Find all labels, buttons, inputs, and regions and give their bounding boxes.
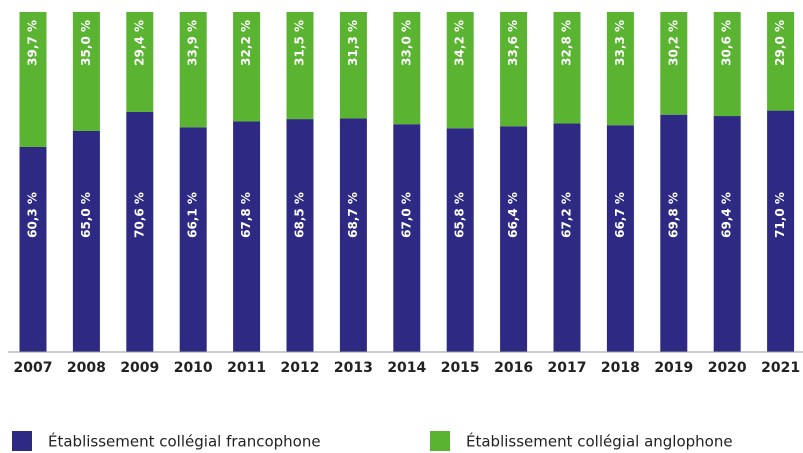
bar-segment (179, 12, 207, 128)
bar-segment (713, 116, 741, 352)
bar-segment (660, 114, 688, 353)
bar-segment (126, 12, 154, 112)
x-tick-label: 2020 (708, 360, 747, 376)
x-tick-label: 2011 (227, 360, 266, 376)
x-tick-label: 2007 (14, 360, 53, 376)
bar-segment (233, 121, 261, 352)
value-label: 60,3 % (26, 192, 40, 238)
value-label: 65,0 % (79, 192, 93, 238)
bar-segment (72, 12, 100, 131)
bar-segment (126, 111, 154, 353)
bar-segment (393, 12, 421, 125)
bar-segment (767, 12, 795, 111)
value-label: 66,1 % (186, 192, 200, 238)
x-tick-label: 2009 (120, 360, 159, 376)
x-tick-label: 2014 (387, 360, 426, 376)
bar-segment (446, 12, 474, 129)
value-label: 29,4 % (132, 20, 146, 66)
x-tick-label: 2017 (548, 360, 587, 376)
x-tick-label: 2013 (334, 360, 373, 376)
x-tick-label: 2010 (174, 360, 213, 376)
value-label: 33,0 % (399, 20, 413, 66)
x-tick-label: 2016 (494, 360, 533, 376)
value-label: 30,2 % (666, 20, 680, 66)
bar-segment (500, 12, 528, 127)
bar-segment (286, 12, 314, 120)
value-label: 32,8 % (560, 20, 574, 66)
value-label: 67,2 % (560, 192, 574, 238)
value-label: 69,8 % (666, 192, 680, 238)
bar-segment (19, 12, 47, 147)
value-label: 70,6 % (132, 192, 146, 238)
bar-segment (553, 12, 581, 124)
value-label: 31,5 % (293, 20, 307, 66)
value-label: 66,7 % (613, 192, 627, 238)
bar-segment (446, 128, 474, 352)
value-label: 71,0 % (773, 192, 787, 238)
value-label: 68,7 % (346, 192, 360, 238)
bar-segment (553, 123, 581, 353)
x-tick-label: 2012 (281, 360, 320, 376)
bar-segment (19, 146, 47, 352)
value-label: 32,2 % (239, 20, 253, 66)
x-tick-label: 2008 (67, 360, 106, 376)
value-label: 68,5 % (293, 192, 307, 238)
value-label: 67,0 % (399, 192, 413, 238)
bar-segment (500, 126, 528, 353)
bar-segment (606, 125, 634, 352)
bar-segment (393, 124, 421, 352)
bar-segment (660, 12, 688, 115)
bar-segment (339, 118, 367, 352)
bar-segment (339, 12, 367, 119)
bar-segment (713, 12, 741, 117)
bar-segment (179, 127, 207, 352)
x-tick-label: 2021 (761, 360, 800, 376)
value-label: 65,8 % (453, 192, 467, 238)
legend-swatch (12, 431, 32, 451)
x-tick-label: 2015 (441, 360, 480, 376)
bar-segment (72, 131, 100, 352)
value-label: 39,7 % (26, 20, 40, 66)
value-label: 33,3 % (613, 20, 627, 66)
value-label: 30,6 % (720, 20, 734, 66)
bar-segment (767, 110, 795, 352)
value-label: 33,9 % (186, 20, 200, 66)
bar-segment (606, 12, 634, 126)
bar-segment (286, 119, 314, 352)
value-label: 33,6 % (506, 20, 520, 66)
legend-swatch (430, 431, 450, 451)
x-tick-label: 2018 (601, 360, 640, 376)
bar-segment (233, 12, 261, 122)
value-label: 69,4 % (720, 192, 734, 238)
x-tick-label: 2019 (654, 360, 693, 376)
value-label: 66,4 % (506, 192, 520, 238)
legend-label: Établissement collégial anglophone (466, 432, 733, 451)
value-label: 35,0 % (79, 20, 93, 66)
value-label: 31,3 % (346, 20, 360, 66)
value-label: 29,0 % (773, 20, 787, 66)
value-label: 34,2 % (453, 20, 467, 66)
value-label: 67,8 % (239, 192, 253, 238)
legend-label: Établissement collégial francophone (48, 432, 321, 451)
